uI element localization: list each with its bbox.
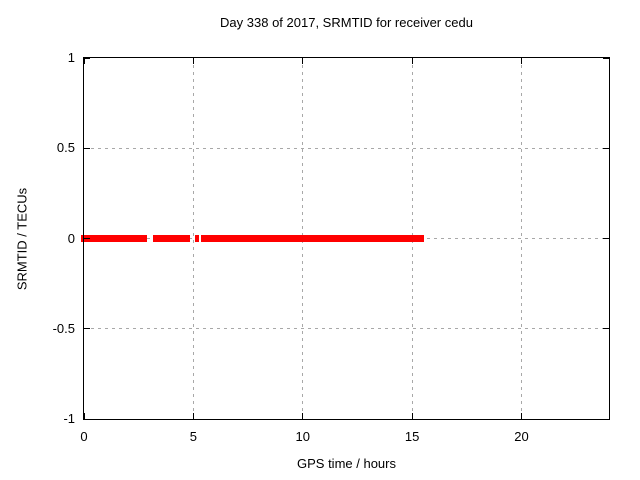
x-axis-label: GPS time / hours (297, 456, 396, 471)
x-tick-mark-top (192, 58, 194, 64)
data-segment (80, 235, 148, 242)
y-tick-label: 0 (67, 230, 75, 246)
y-tick-label: 1 (67, 50, 75, 65)
chart-title: Day 338 of 2017, SRMTID for receiver ced… (220, 15, 473, 30)
x-tick-label: 20 (514, 429, 529, 444)
data-segment (152, 235, 191, 242)
y-tick-mark-left (84, 418, 90, 420)
y-tick-mark-left (84, 238, 90, 239)
y-tick-mark-right (603, 57, 609, 59)
x-tick-mark-bottom (302, 413, 304, 419)
y-tick-label: 0.5 (56, 140, 75, 156)
y-tick-mark-right (603, 238, 609, 239)
x-tick-mark-bottom (521, 413, 522, 419)
data-segment (201, 235, 424, 242)
x-tick-label: 15 (404, 429, 420, 444)
grid-line-horizontal (84, 147, 609, 149)
plot-area (80, 57, 610, 420)
x-tick-label: 0 (80, 429, 88, 444)
y-tick-mark-left (84, 57, 90, 59)
y-tick-mark-right (603, 418, 609, 420)
y-tick-mark-right (603, 147, 609, 149)
x-tick-mark-top (411, 58, 413, 64)
y-tick-mark-left (84, 147, 90, 149)
x-tick-mark-top (83, 58, 85, 64)
data-segment (195, 235, 200, 242)
y-tick-label: -1 (63, 411, 75, 426)
x-tick-mark-bottom (192, 413, 194, 419)
x-tick-mark-bottom (83, 413, 85, 419)
x-tick-mark-bottom (411, 413, 413, 419)
x-tick-mark-top (521, 58, 522, 64)
x-tick-mark-top (302, 58, 304, 64)
x-tick-label: 10 (295, 429, 310, 444)
y-tick-label: -0.5 (52, 320, 75, 336)
y-tick-mark-right (603, 328, 609, 330)
x-tick-label: 5 (189, 429, 197, 444)
y-tick-mark-left (84, 328, 90, 330)
grid-line-horizontal (84, 328, 609, 330)
